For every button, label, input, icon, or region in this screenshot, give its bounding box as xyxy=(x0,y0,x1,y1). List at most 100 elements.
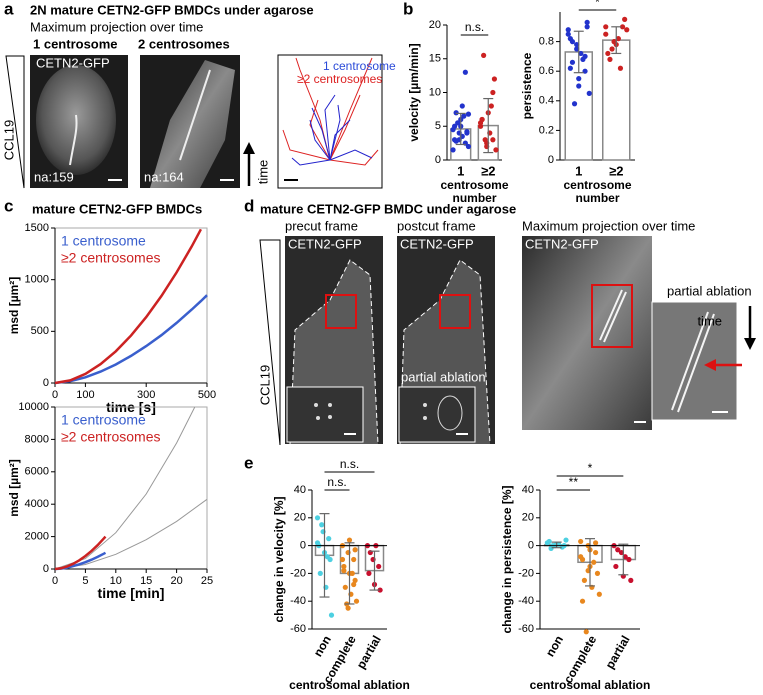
data-point xyxy=(591,559,597,565)
x-tick-label: 300 xyxy=(137,389,155,401)
data-point xyxy=(609,46,615,52)
arrow-label: time xyxy=(255,160,270,185)
gradient-wedge xyxy=(259,239,281,446)
y-tick-label: -20 xyxy=(290,567,306,579)
error-bar xyxy=(344,542,355,605)
x-axis-label: centrosomal ablation xyxy=(289,679,410,692)
data-point xyxy=(576,76,582,82)
data-point xyxy=(565,27,571,33)
y-tick-label: 0 xyxy=(435,154,441,166)
data-point xyxy=(574,41,580,48)
y-tick-label: 40 xyxy=(522,484,534,496)
arrow-label: time xyxy=(697,313,722,328)
legend-entry: 1 centrosome xyxy=(61,412,146,428)
inset-label: partial ablation xyxy=(667,283,752,298)
error-bar xyxy=(455,112,466,146)
data-point xyxy=(567,65,573,71)
data-point xyxy=(465,111,472,117)
x-tick-label: non xyxy=(311,633,334,659)
channel-label: CETN2-GFP xyxy=(288,236,362,251)
data-point xyxy=(345,605,351,611)
data-point xyxy=(317,570,323,577)
x-axis-label: centrosome number xyxy=(440,179,509,205)
data-point xyxy=(453,138,459,144)
y-tick-label: 0 xyxy=(528,540,534,552)
arrow-head xyxy=(744,338,756,350)
x-axis-label-box: time [min] xyxy=(97,587,165,601)
panel-label: d xyxy=(244,196,254,215)
data-point xyxy=(613,563,619,570)
frame-label: postcut frame xyxy=(397,218,476,233)
data-point xyxy=(594,570,601,577)
x-tick-label: 1 xyxy=(457,163,464,178)
y-tick-label: 0.4 xyxy=(539,95,554,107)
centrioles xyxy=(423,403,427,420)
x-tick-label: 15 xyxy=(140,575,152,587)
inset xyxy=(286,386,364,443)
data-point xyxy=(465,143,472,150)
data-point xyxy=(574,46,580,52)
series-line xyxy=(54,535,107,571)
data-point xyxy=(491,76,498,82)
data-point xyxy=(453,110,459,116)
y-tick-label: 500 xyxy=(31,325,49,337)
frame-label: precut frame xyxy=(285,218,358,233)
y-tick-label: 0 xyxy=(43,563,49,575)
data-point xyxy=(569,59,576,65)
data-point xyxy=(459,103,465,109)
data-point xyxy=(611,39,617,45)
y-tick-label: 4000 xyxy=(25,498,49,510)
x-tick-label: 20 xyxy=(170,575,182,587)
data-point xyxy=(349,570,355,577)
gradient-wedge xyxy=(5,55,25,189)
x-axis-label-box: centrosome number xyxy=(563,179,631,205)
centrosome-track xyxy=(69,114,78,166)
data-point xyxy=(603,31,609,37)
data-point xyxy=(314,540,321,546)
x-axis-label: time [min] xyxy=(97,587,165,601)
panel-label: a xyxy=(4,0,14,18)
x-tick-label: ≥2 xyxy=(609,163,623,178)
data-point xyxy=(580,56,586,62)
data-point xyxy=(324,554,330,560)
data-point xyxy=(353,598,360,604)
panel-title: mature CETN2-GFP BMDC under agarose xyxy=(260,201,516,216)
data-point xyxy=(351,556,357,563)
data-point xyxy=(563,537,569,543)
x-tick-label: 1 xyxy=(575,163,582,178)
data-point xyxy=(328,612,335,618)
micrograph xyxy=(522,236,652,430)
error-bar xyxy=(551,541,562,549)
legend-entry: ≥2 centrosomes xyxy=(297,72,382,86)
significance-label: ** xyxy=(569,475,579,489)
data-point xyxy=(607,56,613,62)
data-point xyxy=(596,591,602,597)
x-axis-label-box: centrosomal ablation xyxy=(289,679,410,692)
data-point xyxy=(481,52,487,58)
gradient-label: CCL19 xyxy=(257,365,272,405)
data-point xyxy=(605,50,611,57)
y-tick-label: 0 xyxy=(43,377,49,389)
data-point xyxy=(339,556,346,563)
ablation-label: partial ablation xyxy=(401,369,486,384)
tracks xyxy=(282,57,379,166)
significance-label: n.s. xyxy=(465,20,484,34)
track-plot xyxy=(277,54,383,189)
x-tick-label: non xyxy=(543,633,566,659)
x-tick-label: partial xyxy=(354,633,384,671)
y-tick-label: 2000 xyxy=(25,531,49,543)
legend-entry: 1 centrosome xyxy=(61,233,146,249)
data-point xyxy=(462,69,468,75)
data-point xyxy=(578,538,584,545)
y-axis-label: velocity [µm/min] xyxy=(407,43,421,141)
data-point xyxy=(583,629,589,635)
image-label: 1 centrosome xyxy=(33,36,118,51)
data-point xyxy=(593,549,599,556)
data-point xyxy=(626,556,632,563)
inset xyxy=(651,301,738,421)
legend-entry: ≥2 centrosomes xyxy=(61,250,161,266)
x-tick-label: partial xyxy=(603,633,633,671)
bar xyxy=(602,39,631,161)
gradient-label: CCL19 xyxy=(1,120,16,160)
y-tick-label: -40 xyxy=(518,595,534,607)
